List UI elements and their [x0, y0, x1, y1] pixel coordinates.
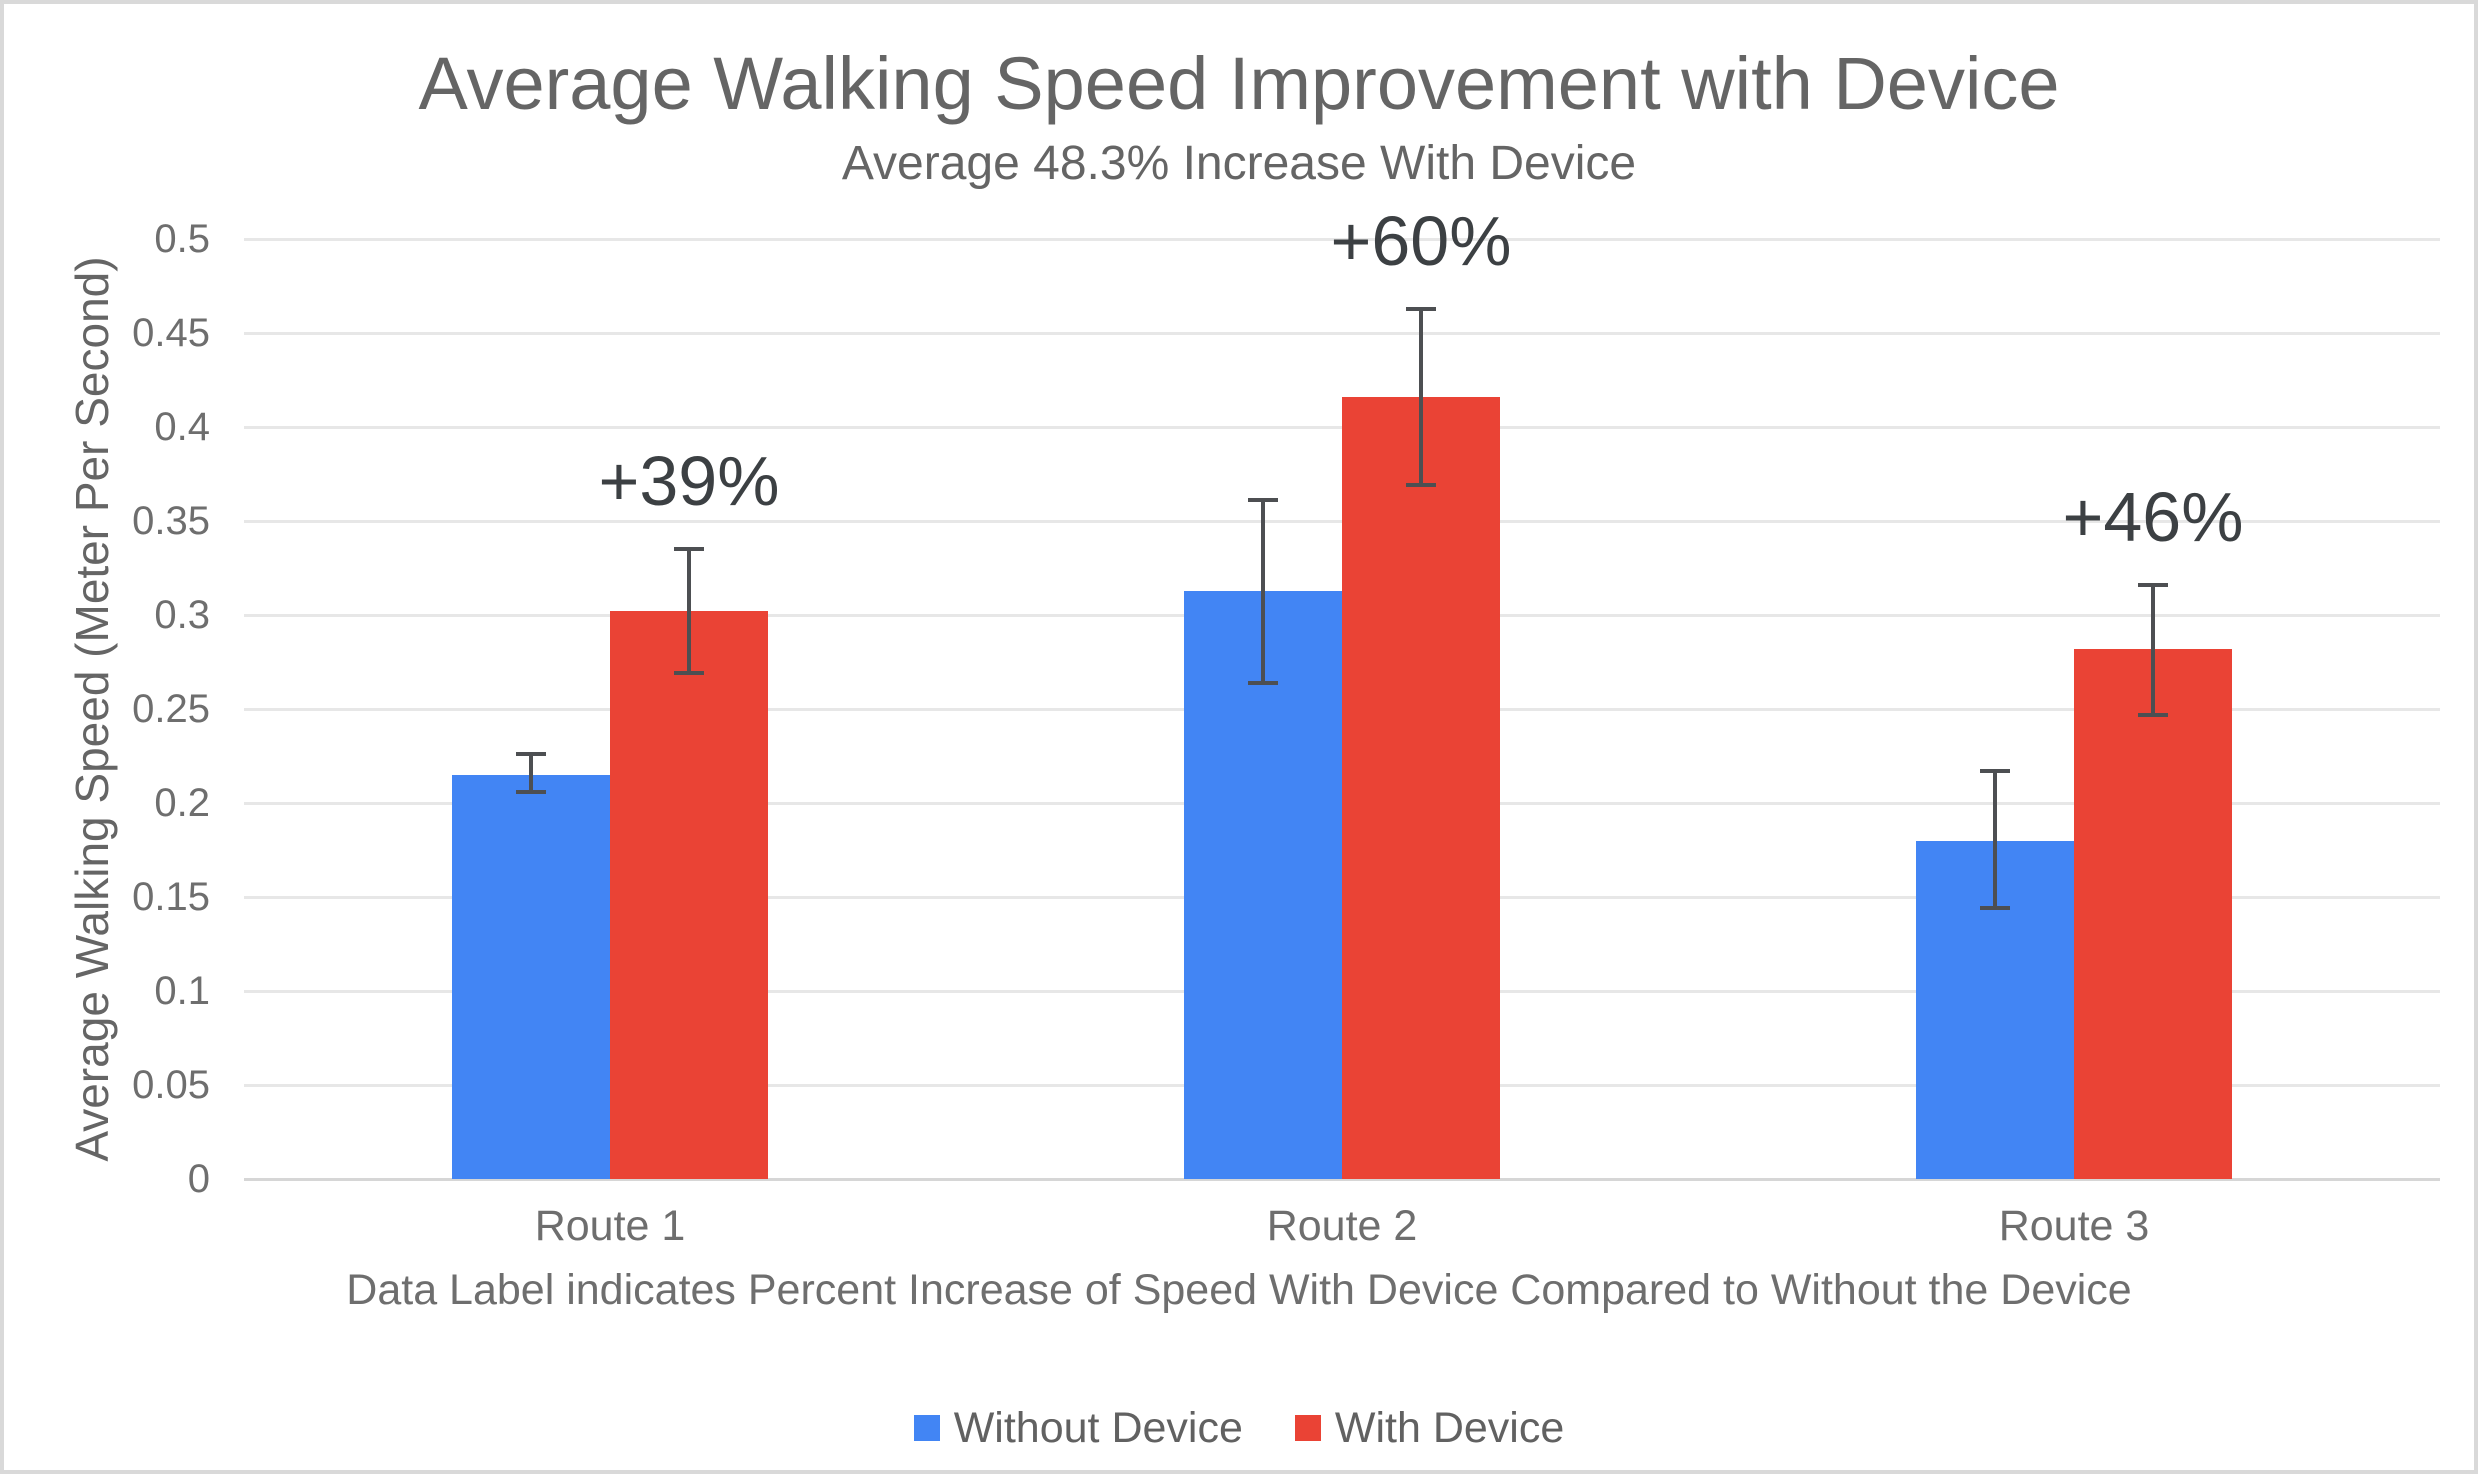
error-bar-bottom-cap: [1980, 906, 2010, 911]
bar-with-device-route-2: [1342, 396, 1500, 1179]
percent-increase-label: +60%: [1330, 201, 1512, 280]
y-tick-label: 0.5: [154, 217, 210, 261]
y-tick-label: 0.05: [132, 1063, 210, 1107]
x-category-label: Route 3: [1998, 1202, 2150, 1250]
x-axis-line: [244, 1177, 2440, 1181]
error-bar: [2138, 583, 2168, 717]
error-bar-stem: [529, 752, 533, 794]
error-bar: [1406, 306, 1436, 488]
legend-item-without-device: Without Device: [913, 1402, 1243, 1454]
bar-without-device-route-1: [452, 774, 610, 1179]
x-category-label: Route 2: [1266, 1202, 1418, 1250]
error-bar-stem: [1419, 306, 1423, 488]
y-tick-label: 0.25: [132, 687, 210, 731]
x-category-label: Route 1: [534, 1202, 686, 1250]
y-tick-label: 0.35: [132, 499, 210, 543]
error-bar: [1248, 498, 1278, 685]
percent-increase-label: +46%: [2062, 478, 2244, 557]
error-bar-bottom-cap: [516, 789, 546, 794]
y-tick-label: 0.4: [154, 405, 210, 449]
bar-without-device-route-2: [1184, 590, 1342, 1179]
legend-label: Without Device: [953, 1404, 1243, 1452]
error-bar-top-cap: [1406, 306, 1436, 311]
error-bar-top-cap: [1980, 769, 2010, 774]
error-bar: [674, 547, 704, 676]
error-bar-stem: [1993, 769, 1997, 911]
y-tick-label: 0: [187, 1157, 210, 1201]
x-axis-caption: Data Label indicates Percent Increase of…: [346, 1266, 2132, 1314]
error-bar: [1980, 769, 2010, 911]
y-tick-label: 0.1: [154, 969, 210, 1013]
y-tick-label: 0.45: [132, 311, 210, 355]
legend-swatch-icon: [1294, 1415, 1321, 1441]
error-bar-bottom-cap: [674, 671, 704, 676]
error-bar-bottom-cap: [1248, 680, 1278, 685]
error-bar-stem: [687, 547, 691, 676]
gridline: [244, 331, 2440, 335]
y-tick-label: 0.3: [154, 593, 210, 637]
chart-subtitle: Average 48.3% Increase With Device: [841, 137, 1637, 190]
error-bar: [516, 752, 546, 794]
legend: Without Device With Device: [4, 1402, 2474, 1454]
percent-increase-label: +39%: [598, 442, 780, 521]
plot-area: +39% +60% +46%: [244, 202, 2440, 1181]
error-bar-top-cap: [674, 547, 704, 552]
error-bar-bottom-cap: [2138, 712, 2168, 717]
bar-with-device-route-1: [610, 611, 768, 1179]
bar-with-device-route-3: [2074, 648, 2232, 1179]
error-bar-stem: [1261, 498, 1265, 685]
gridline: [244, 237, 2440, 241]
error-bar-top-cap: [2138, 583, 2168, 588]
y-tick-label: 0.15: [132, 875, 210, 919]
legend-label: With Device: [1334, 1404, 1565, 1452]
error-bar-top-cap: [1248, 498, 1278, 503]
error-bar-top-cap: [516, 752, 546, 757]
error-bar-stem: [2151, 583, 2155, 717]
legend-item-with-device: With Device: [1294, 1402, 1565, 1454]
error-bar-bottom-cap: [1406, 483, 1436, 488]
legend-swatch-icon: [913, 1415, 940, 1441]
y-tick-label: 0.2: [154, 781, 210, 825]
chart-title: Average Walking Speed Improvement with D…: [418, 42, 2060, 125]
